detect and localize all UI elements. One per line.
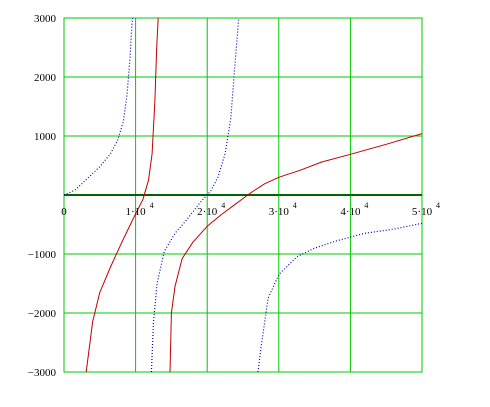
y-tick-label: −3000 <box>28 367 57 379</box>
y-tick-label: −2000 <box>28 308 57 320</box>
y-tick-label: 3000 <box>34 13 57 25</box>
x-tick-label: 5·10 <box>412 206 433 218</box>
grid-lines <box>63 17 423 373</box>
x-tick-label: 1·10 <box>126 206 147 218</box>
series-layer <box>63 17 423 373</box>
y-tick-label: 1000 <box>34 131 57 143</box>
x-tick-label: 4·10 <box>340 206 361 218</box>
x-tick-exponent: 4 <box>293 201 297 210</box>
x-tick-exponent: 4 <box>364 201 368 210</box>
x-tick-label: 2·10 <box>197 206 218 218</box>
y-tick-label: 2000 <box>34 72 57 84</box>
x-tick-exponent: 4 <box>150 201 154 210</box>
series-1-segment-1 <box>85 17 159 373</box>
x-tick-exponent: 4 <box>436 201 440 210</box>
x-tick-label: 0 <box>61 206 67 218</box>
x-tick-label: 3·10 <box>269 206 290 218</box>
series-2-segment-3 <box>257 222 423 373</box>
x-tick-exponent: 4 <box>221 201 225 210</box>
series-2-segment-1 <box>63 17 134 196</box>
series-1-segment-2 <box>169 133 423 373</box>
tick-labels: 0 1·1042·1043·1044·1045·104300020001000−1… <box>28 13 440 379</box>
y-tick-label: −1000 <box>28 249 57 261</box>
